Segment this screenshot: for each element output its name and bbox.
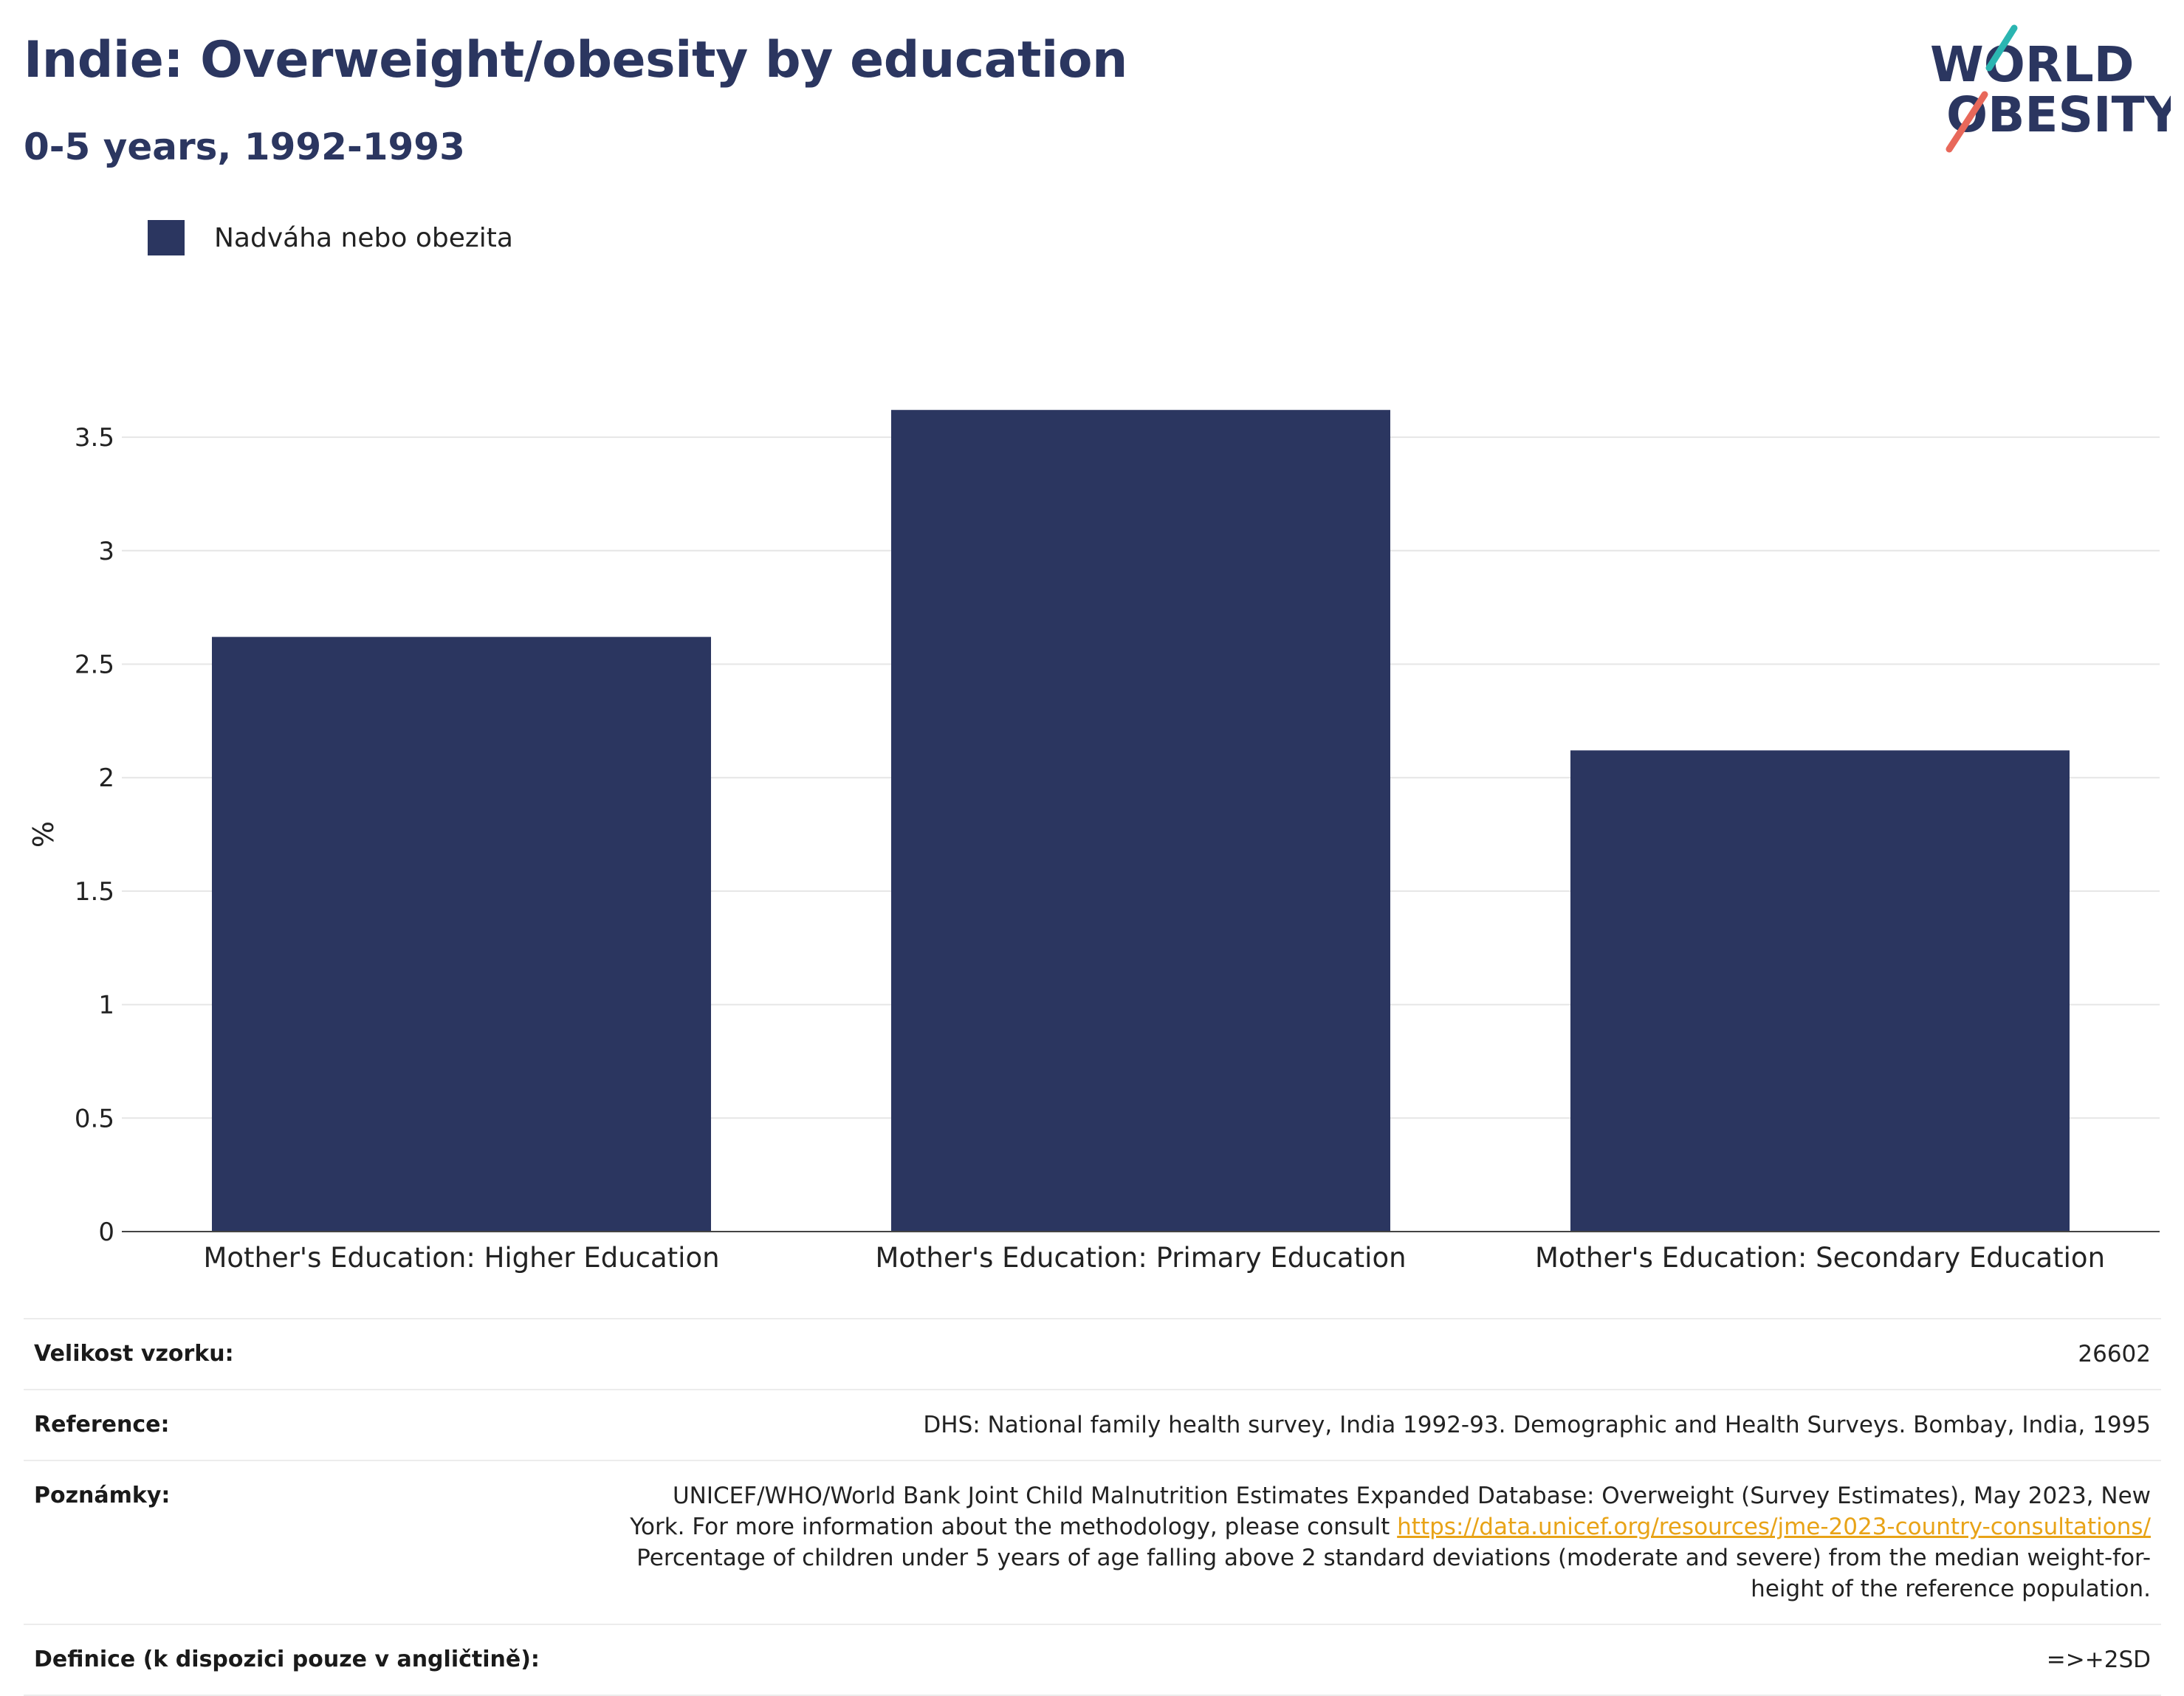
y-tick-label: 3 bbox=[98, 537, 114, 566]
legend: Nadváha nebo obezita bbox=[148, 220, 513, 255]
notes-text-definition: Percentage of children under 5 years of … bbox=[636, 1545, 2151, 1602]
y-tick-label: 3.5 bbox=[75, 423, 114, 453]
logo-line2: OBESITY bbox=[1946, 86, 2171, 143]
info-row-reference: Reference: DHS: National family health s… bbox=[24, 1389, 2161, 1460]
y-tick-label: 1 bbox=[98, 991, 114, 1020]
y-tick-label: 2 bbox=[98, 763, 114, 793]
bar-chart: 0 0.5 1 1.5 2 2.5 3 3.5 Mother's Education: High… bbox=[27, 410, 2160, 1274]
sample-size-label: Velikost vzorku: bbox=[34, 1341, 234, 1367]
x-tick-label: Mother's Education: Primary Education bbox=[875, 1242, 1406, 1274]
y-tick-label: 0 bbox=[98, 1218, 114, 1247]
notes-link[interactable]: https://data.unicef.org/resources/jme-20… bbox=[1397, 1514, 2151, 1540]
y-tick-label: 2.5 bbox=[75, 650, 114, 680]
info-row-sample-size: Velikost vzorku: 26602 bbox=[24, 1318, 2161, 1389]
sample-size-value: 26602 bbox=[2078, 1341, 2151, 1367]
x-tick-label: Mother's Education: Secondary Education bbox=[1535, 1242, 2105, 1274]
reference-label: Reference: bbox=[34, 1412, 170, 1438]
definition-label: Definice (k dispozici pouze v angličtině… bbox=[34, 1647, 540, 1672]
legend-swatch bbox=[148, 220, 185, 255]
notes-label: Poznámky: bbox=[34, 1483, 171, 1508]
y-tick-label: 0.5 bbox=[75, 1104, 114, 1133]
x-tick-label: Mother's Education: Higher Education bbox=[203, 1242, 719, 1274]
y-axis-label: % bbox=[27, 821, 60, 848]
y-tick-label: 1.5 bbox=[75, 877, 114, 907]
info-row-notes: Poznámky: UNICEF/WHO/World Bank Joint Ch… bbox=[24, 1460, 2161, 1624]
chart-subtitle: 0-5 years, 1992-1993 bbox=[24, 126, 465, 168]
bar bbox=[891, 410, 1390, 1232]
bar bbox=[1570, 750, 2070, 1232]
definition-value: =>+2SD bbox=[2046, 1647, 2151, 1673]
notes-text: UNICEF/WHO/World Bank Joint Child Malnut… bbox=[630, 1483, 2151, 1540]
info-row-definition: Definice (k dispozici pouze v angličtině… bbox=[24, 1624, 2161, 1696]
world-obesity-logo: WORLD OBESITY bbox=[1920, 22, 2181, 155]
logo-line1: WORLD bbox=[1930, 36, 2135, 93]
notes-value: UNICEF/WHO/World Bank Joint Child Malnut… bbox=[615, 1480, 2151, 1604]
reference-value: DHS: National family health survey, Indi… bbox=[923, 1412, 2151, 1438]
info-table: Velikost vzorku: 26602 Reference: DHS: N… bbox=[24, 1318, 2161, 1696]
chart-title: Indie: Overweight/obesity by education bbox=[24, 31, 1127, 89]
legend-label: Nadváha nebo obezita bbox=[214, 222, 513, 253]
bar bbox=[212, 636, 711, 1232]
